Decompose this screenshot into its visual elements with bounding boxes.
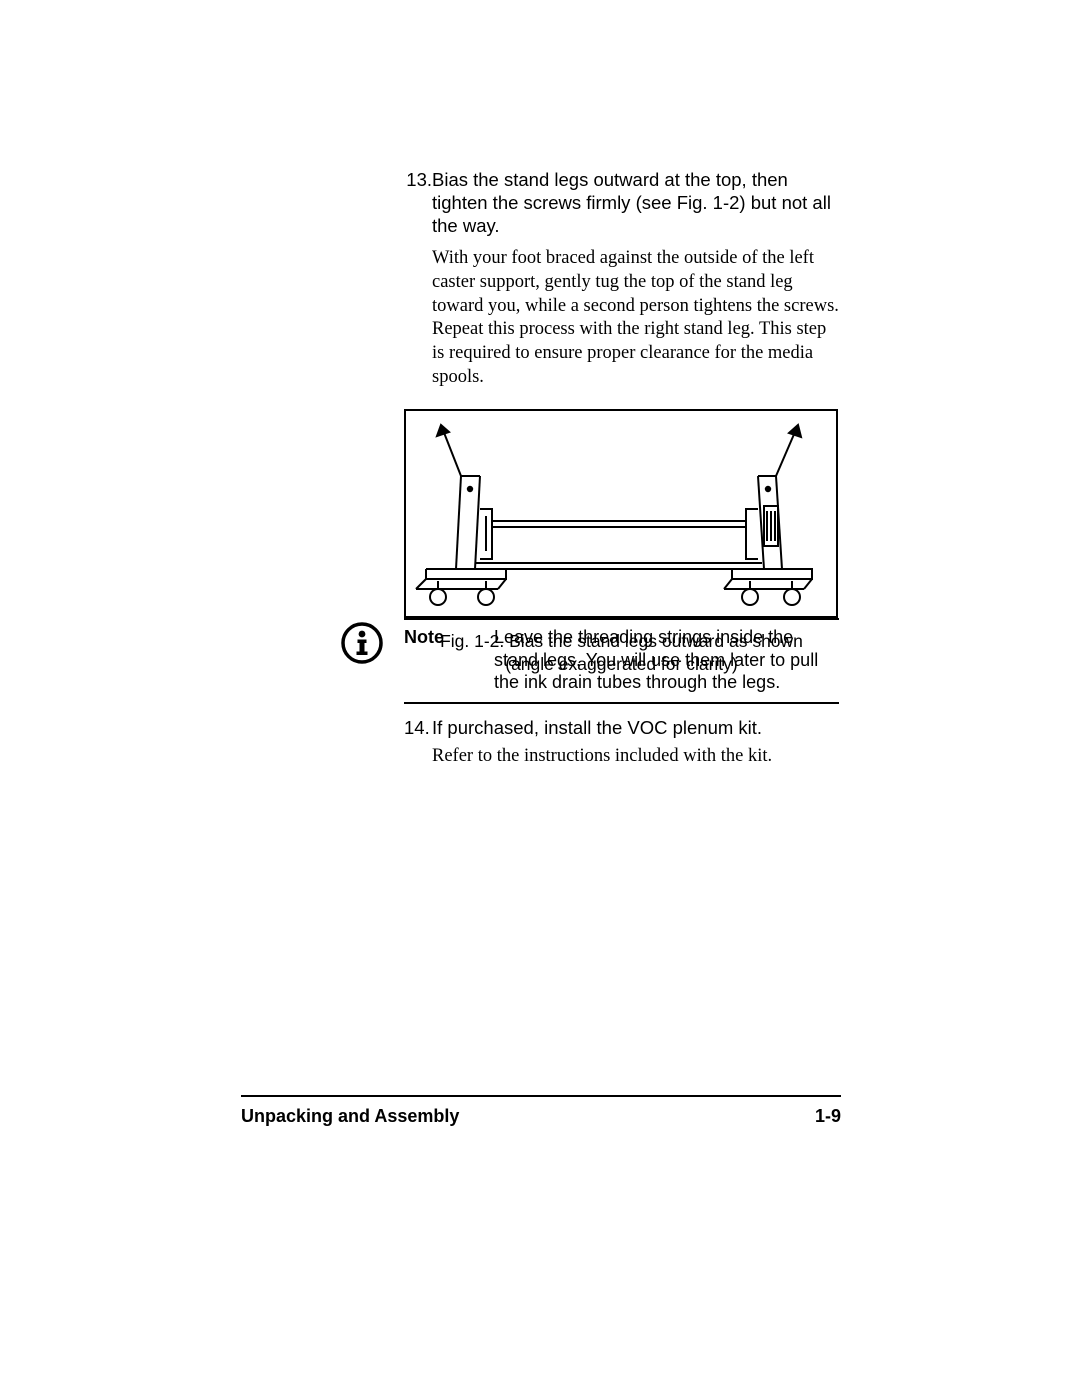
step-13-number: 13. [404, 168, 432, 191]
step-14-title-text: If purchased, install the VOC plenum kit… [432, 717, 762, 738]
footer-section: Unpacking and Assembly [241, 1106, 459, 1127]
step-13-title: 13.Bias the stand legs outward at the to… [432, 168, 839, 237]
step-14-number: 14. [404, 716, 432, 739]
step-13-body: With your foot braced against the outsid… [432, 247, 839, 389]
note-text: Leave the threading strings inside the s… [494, 626, 839, 694]
step-14-body: Refer to the instructions included with … [432, 745, 867, 769]
step-13-title-text: Bias the stand legs outward at the top, … [432, 169, 831, 236]
footer-page-number: 1-9 [815, 1106, 841, 1127]
note-block: Note Leave the threading strings inside … [404, 618, 839, 704]
document-page: 13.Bias the stand legs outward at the to… [0, 0, 1080, 1397]
step-13-block: 13.Bias the stand legs outward at the to… [404, 168, 839, 676]
step-14-title: 14.If purchased, install the VOC plenum … [432, 716, 867, 739]
footer-rule [241, 1095, 841, 1097]
info-icon [341, 622, 383, 664]
note-label: Note [404, 626, 494, 694]
figure-1-2 [404, 409, 838, 618]
step-14-block: 14.If purchased, install the VOC plenum … [404, 716, 867, 787]
figure-1-2-svg [406, 411, 836, 616]
